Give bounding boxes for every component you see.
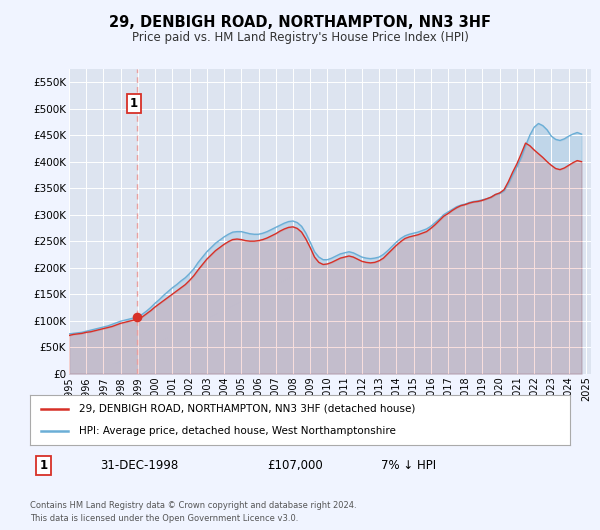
- Text: HPI: Average price, detached house, West Northamptonshire: HPI: Average price, detached house, West…: [79, 426, 395, 436]
- Text: Price paid vs. HM Land Registry's House Price Index (HPI): Price paid vs. HM Land Registry's House …: [131, 31, 469, 44]
- Text: 29, DENBIGH ROAD, NORTHAMPTON, NN3 3HF (detached house): 29, DENBIGH ROAD, NORTHAMPTON, NN3 3HF (…: [79, 404, 415, 414]
- Text: £107,000: £107,000: [268, 460, 323, 472]
- Text: 1: 1: [40, 460, 47, 472]
- Point: [133, 313, 142, 321]
- Text: This data is licensed under the Open Government Licence v3.0.: This data is licensed under the Open Gov…: [30, 514, 298, 523]
- Text: 7% ↓ HPI: 7% ↓ HPI: [381, 460, 436, 472]
- Text: 29, DENBIGH ROAD, NORTHAMPTON, NN3 3HF: 29, DENBIGH ROAD, NORTHAMPTON, NN3 3HF: [109, 15, 491, 30]
- Text: Contains HM Land Registry data © Crown copyright and database right 2024.: Contains HM Land Registry data © Crown c…: [30, 501, 356, 510]
- Text: 1: 1: [130, 97, 138, 110]
- Text: 31-DEC-1998: 31-DEC-1998: [100, 460, 178, 472]
